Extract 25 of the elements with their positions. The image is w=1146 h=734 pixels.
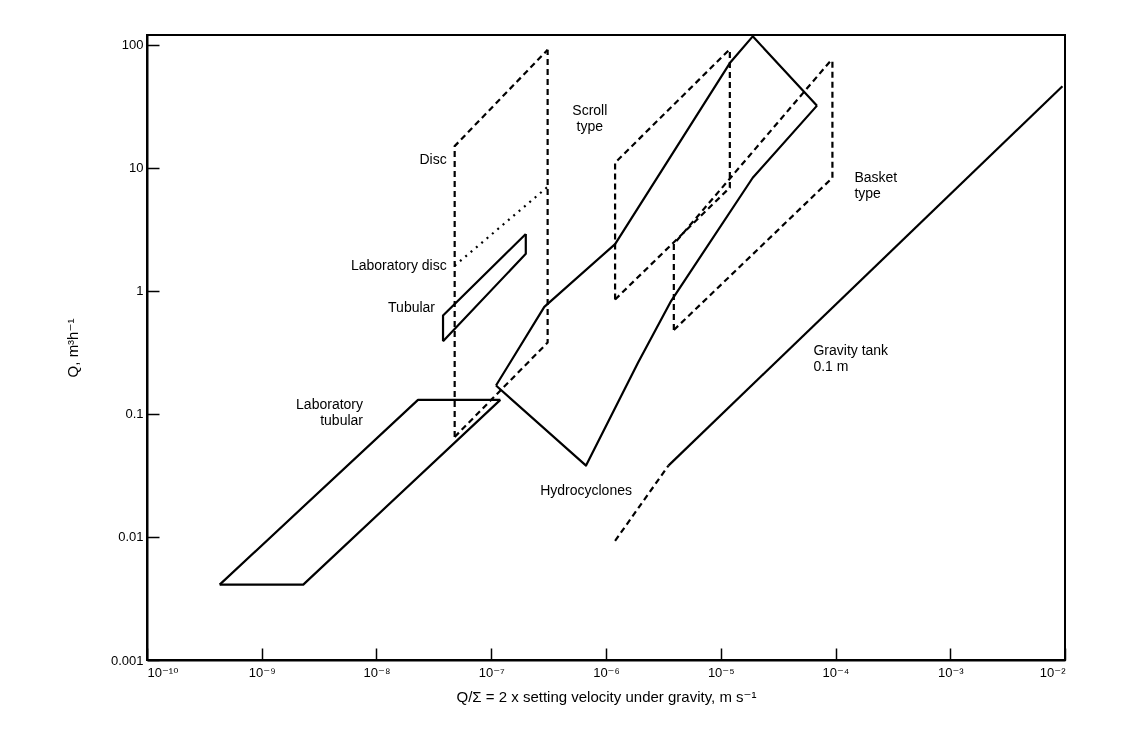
series-label: Tubular [388, 298, 436, 315]
y-axis-title: Q, m³h⁻¹ [63, 318, 81, 378]
series-label: Hydrocyclones [540, 481, 632, 498]
y-tick-label: 0.001 [110, 652, 144, 668]
x-tick-label: 10⁻³ [937, 664, 965, 680]
x-tick-label: 10⁻⁸ [363, 664, 391, 680]
series-label: Laboratory tubular [296, 395, 364, 428]
series-label: Gravity tank 0.1 m [813, 341, 890, 374]
x-tick-label: 10⁻¹⁰ [147, 664, 179, 680]
x-tick-label: 10⁻² [1039, 664, 1067, 680]
y-tick-label: 1 [136, 283, 144, 299]
x-tick-label: 10⁻⁴ [822, 664, 850, 680]
x-axis-title: Q/Σ = 2 x setting velocity under gravity, m s⁻¹ [456, 687, 757, 705]
series-label: Laboratory disc [350, 256, 447, 273]
series-label: Disc [419, 151, 447, 168]
x-tick-label: 10⁻⁹ [248, 664, 276, 680]
y-tick-label: 10 [129, 160, 144, 176]
y-tick-label: 100 [121, 37, 144, 53]
series-label: Scroll type [572, 102, 608, 135]
x-tick-label: 10⁻⁵ [707, 664, 735, 680]
y-tick-label: 0.1 [125, 406, 144, 422]
series-label: Basket type [854, 168, 898, 201]
x-tick-label: 10⁻⁷ [478, 664, 506, 680]
x-tick-label: 10⁻⁶ [593, 664, 620, 680]
y-tick-label: 0.01 [118, 529, 144, 545]
